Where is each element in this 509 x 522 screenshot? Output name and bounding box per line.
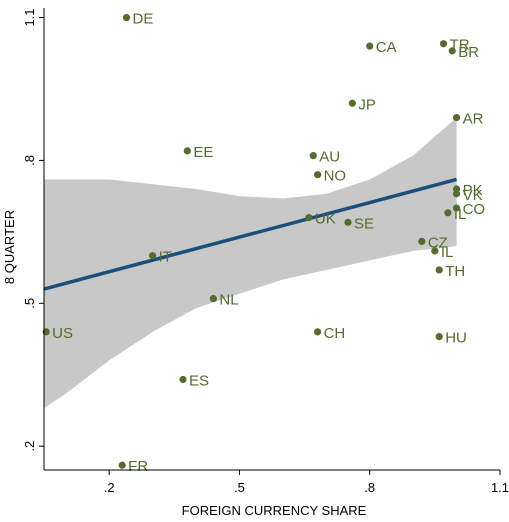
point-label: AR [463,111,484,128]
point-label: IT [159,249,172,266]
y-tick-label: 1.1 [22,8,37,26]
point-label: AU [319,149,340,166]
data-point [435,266,443,274]
data-point [148,252,157,260]
data-point [179,375,187,384]
confidence-band [44,117,457,409]
data-point [444,209,452,217]
data-point [314,171,322,179]
point-label: EE [193,144,213,161]
point-label: UK [315,211,336,228]
fit-line [43,177,458,291]
point-label: BR [458,44,479,61]
point-label: NL [219,292,238,309]
point-label: CO [463,201,486,218]
axes-layer: .2 .5 .8 1.1 .2 .5 .8 1.1 [22,8,509,495]
data-point [435,333,443,341]
data-point [209,294,217,303]
confidence-band-layer [44,117,457,409]
point-label: CZ [428,234,448,251]
point-label: SE [354,215,374,232]
point-label: PK [463,182,483,199]
point-label: CA [376,39,397,56]
data-point [448,47,456,55]
point-label: JP [358,96,376,113]
data-point [418,237,426,245]
y-tick-label: .8 [22,155,37,166]
data-point [452,204,461,212]
fit-line-layer [43,177,458,291]
data-point [348,99,356,107]
point-label: NO [324,168,347,185]
point-label: FR [128,458,148,475]
x-tick-label: .8 [364,480,375,495]
data-point [183,147,191,155]
data-point [314,328,322,336]
data-point [439,40,448,48]
data-point [452,113,461,122]
data-point [305,213,313,222]
point-label: DE [133,11,154,28]
point-label: HU [445,330,467,347]
data-point [431,247,439,255]
data-point [118,461,126,469]
point-label: US [52,325,73,342]
data-point [122,13,131,22]
x-axis-title: FOREIGN CURRENCY SHARE [182,503,367,518]
data-point [309,152,317,160]
y-axis-title: 8 QUARTER [2,210,17,284]
point-label: IL [441,244,454,261]
point-label: TH [445,263,465,280]
data-point [452,190,461,198]
y-tick-label: .2 [22,441,37,452]
point-label: VK [463,187,483,204]
data-point [344,218,352,226]
point-label: ES [189,373,209,390]
x-tick-label: 1.1 [491,480,509,495]
point-label: CH [324,325,346,342]
data-point [366,42,374,50]
y-tick-label: .5 [22,298,37,309]
x-tick-label: .5 [234,480,245,495]
x-tick-label: .2 [104,480,115,495]
point-label: IL [454,206,467,223]
